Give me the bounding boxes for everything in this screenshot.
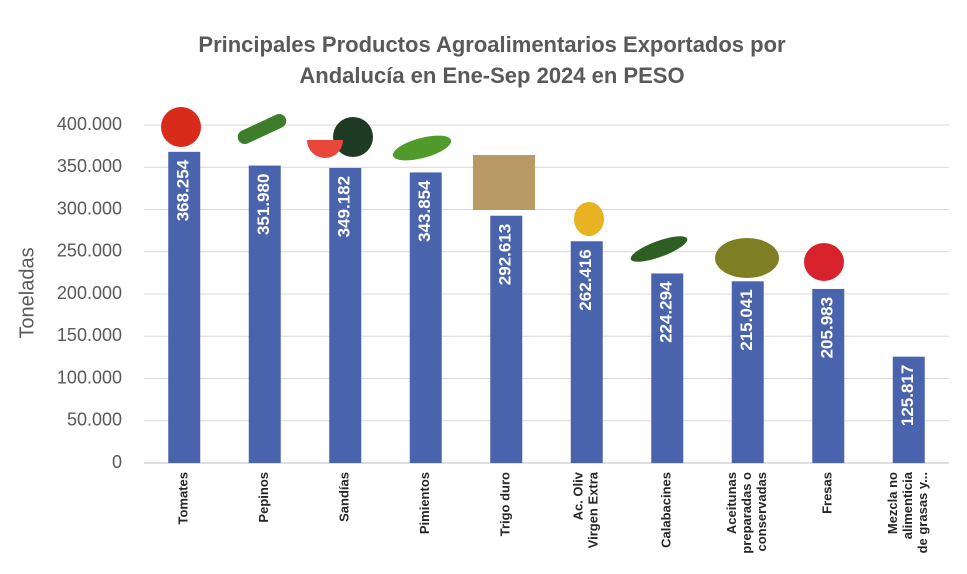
x-tick-label: Tomates	[176, 472, 191, 525]
y-axis-label: Toneladas	[16, 247, 38, 338]
bar	[731, 281, 764, 463]
y-tick-label: 150.000	[57, 325, 122, 345]
x-tick-label: Ac. OlivVirgen Extra	[571, 471, 601, 548]
x-tick-label: Trigo duro	[498, 472, 513, 536]
value-label: 368.254	[174, 159, 193, 221]
y-tick-label: 50.000	[67, 410, 122, 430]
bar	[329, 167, 362, 463]
value-label: 125.817	[898, 365, 917, 426]
bar	[409, 172, 442, 464]
x-tick-label: Aceitunaspreparadas oconservadas	[724, 472, 769, 554]
x-tick-label: Calabacines	[659, 472, 674, 548]
wheat-icon	[473, 155, 535, 210]
value-label: 205.983	[818, 297, 837, 358]
bar	[490, 215, 523, 463]
y-tick-label: 100.000	[57, 367, 122, 387]
strawberry-icon	[804, 243, 844, 281]
x-tick-label: Mezcla noalimenticiade grasas y...	[885, 471, 930, 553]
y-tick-label: 200.000	[57, 283, 122, 303]
watermelon-icon	[333, 117, 373, 157]
bar	[168, 151, 201, 463]
chart-title: Principales Productos Agroalimentarios E…	[198, 32, 786, 88]
value-label: 343.854	[415, 180, 434, 242]
x-tick-label: Sandías	[337, 472, 352, 522]
olives-icon	[715, 238, 779, 278]
y-tick-label: 250.000	[57, 241, 122, 261]
tomato-icon	[161, 107, 201, 147]
value-label: 349.182	[335, 176, 354, 237]
x-tick-label: Fresas	[820, 472, 835, 514]
cucumber-icon	[237, 113, 287, 145]
y-tick-label: 300.000	[57, 198, 122, 218]
pepper-icon	[392, 135, 452, 161]
y-tick-label: 400.000	[57, 114, 122, 134]
bar	[570, 241, 603, 463]
bar	[812, 288, 845, 463]
y-tick-label: 0	[112, 452, 122, 472]
bar	[248, 165, 281, 463]
oil-icon	[574, 202, 604, 236]
bar	[892, 356, 925, 463]
x-tick-label: Pepinos	[256, 472, 271, 523]
x-tick-label: Pimientos	[417, 472, 432, 534]
y-tick-label: 350.000	[57, 156, 122, 176]
value-label: 292.613	[496, 224, 515, 285]
value-label: 224.294	[657, 281, 676, 343]
product-icons	[161, 107, 844, 281]
bar	[651, 273, 684, 463]
value-label: 262.416	[576, 249, 595, 310]
value-label: 215.041	[737, 289, 756, 350]
value-label: 351.980	[254, 174, 273, 235]
watermelon-slice-icon	[307, 140, 343, 158]
zucchini-icon	[630, 236, 688, 262]
